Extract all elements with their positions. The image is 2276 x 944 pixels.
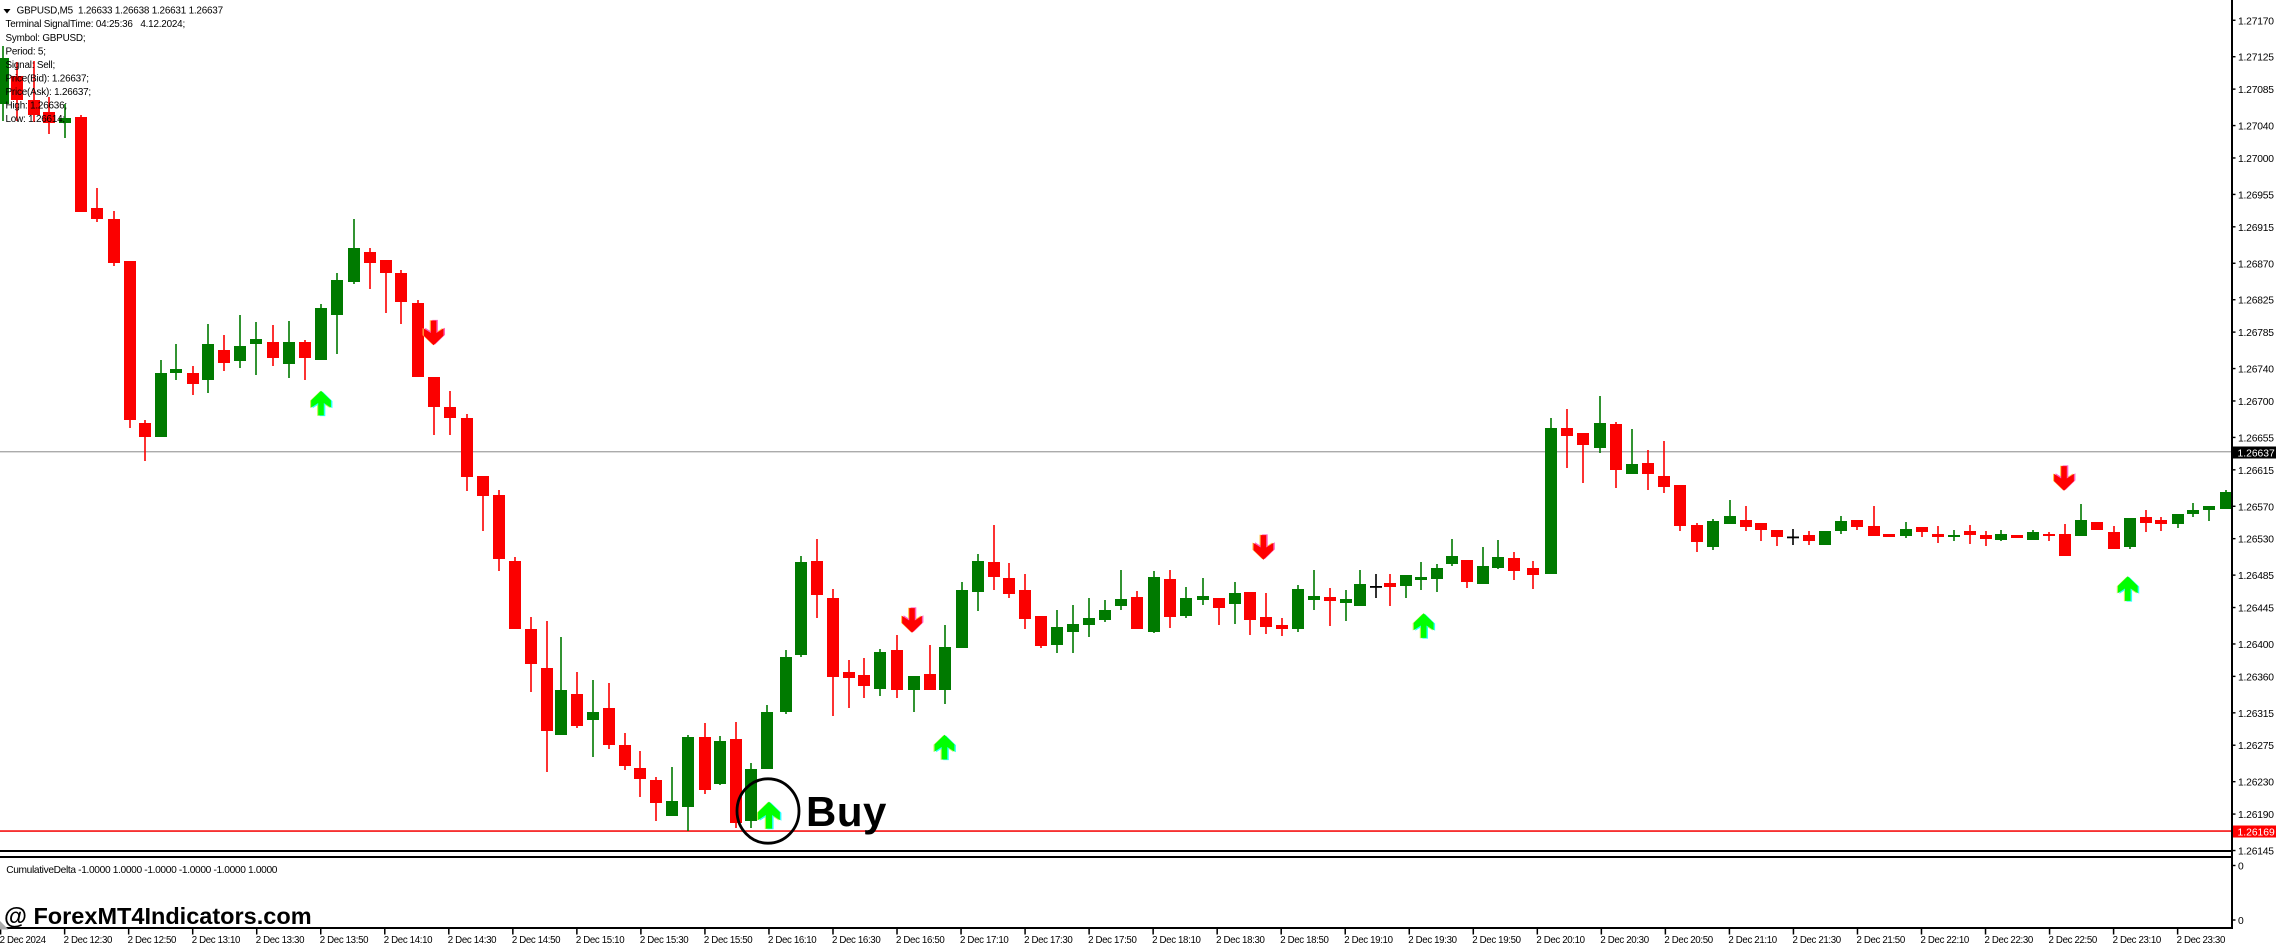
svg-text:Low: 1.26614;: Low: 1.26614; (6, 114, 65, 125)
svg-text:High: 1.26636;: High: 1.26636; (6, 101, 67, 112)
svg-text:2 Dec 20:30: 2 Dec 20:30 (1600, 935, 1649, 944)
svg-text:0: 0 (2238, 862, 2244, 873)
svg-text:2 Dec 15:50: 2 Dec 15:50 (704, 935, 753, 944)
svg-text:1.26655: 1.26655 (2238, 433, 2274, 444)
svg-text:2 Dec 14:30: 2 Dec 14:30 (448, 935, 497, 944)
svg-text:2 Dec 14:50: 2 Dec 14:50 (512, 935, 561, 944)
svg-text:2 Dec 13:10: 2 Dec 13:10 (192, 935, 241, 944)
svg-text:2 Dec 18:50: 2 Dec 18:50 (1280, 935, 1329, 944)
svg-text:2 Dec 18:30: 2 Dec 18:30 (1216, 935, 1265, 944)
svg-text:2 Dec 12:30: 2 Dec 12:30 (64, 935, 113, 944)
svg-text:1.26570: 1.26570 (2238, 502, 2274, 513)
svg-text:1.26700: 1.26700 (2238, 397, 2274, 408)
svg-text:1.26275: 1.26275 (2238, 741, 2274, 752)
svg-text:Period: 5;: Period: 5; (6, 46, 46, 57)
svg-text:1.27085: 1.27085 (2238, 85, 2274, 96)
svg-text:1.27170: 1.27170 (2238, 16, 2274, 27)
svg-text:1.26825: 1.26825 (2238, 296, 2274, 307)
svg-text:2 Dec 18:10: 2 Dec 18:10 (1152, 935, 1201, 944)
svg-text:Price(Bid): 1.26637;: Price(Bid): 1.26637; (6, 73, 89, 84)
svg-text:CumulativeDelta -1.0000 1.0000: CumulativeDelta -1.0000 1.0000 -1.0000 -… (6, 865, 278, 876)
svg-text:2 Dec 15:30: 2 Dec 15:30 (640, 935, 689, 944)
svg-text:1.26485: 1.26485 (2238, 571, 2274, 582)
svg-text:2 Dec 15:10: 2 Dec 15:10 (576, 935, 625, 944)
svg-text:2 Dec 20:10: 2 Dec 20:10 (1536, 935, 1585, 944)
svg-text:Symbol: GBPUSD;: Symbol: GBPUSD; (6, 33, 86, 44)
svg-text:2 Dec 17:50: 2 Dec 17:50 (1088, 935, 1137, 944)
svg-text:2 Dec 22:30: 2 Dec 22:30 (1985, 935, 2034, 944)
svg-text:2 Dec 21:50: 2 Dec 21:50 (1856, 935, 1905, 944)
svg-text:2 Dec 20:50: 2 Dec 20:50 (1664, 935, 1713, 944)
svg-text:Price(Ask): 1.26637;: Price(Ask): 1.26637; (6, 87, 91, 98)
svg-text:2 Dec 13:50: 2 Dec 13:50 (320, 935, 369, 944)
svg-text:1.26637: 1.26637 (2238, 448, 2275, 459)
svg-text:1.26615: 1.26615 (2238, 466, 2274, 477)
svg-text:1.26445: 1.26445 (2238, 604, 2274, 615)
svg-text:2 Dec 16:30: 2 Dec 16:30 (832, 935, 881, 944)
svg-text:1.26230: 1.26230 (2238, 778, 2274, 789)
svg-text:1.27040: 1.27040 (2238, 122, 2274, 133)
svg-text:1.26169: 1.26169 (2238, 827, 2275, 838)
svg-text:0: 0 (2238, 916, 2244, 927)
svg-text:1.26530: 1.26530 (2238, 535, 2274, 546)
svg-text:1.26190: 1.26190 (2238, 810, 2274, 821)
svg-text:1.26400: 1.26400 (2238, 640, 2274, 651)
svg-text:2 Dec 17:10: 2 Dec 17:10 (960, 935, 1009, 944)
svg-text:2 Dec 21:30: 2 Dec 21:30 (1792, 935, 1841, 944)
svg-text:2 Dec 16:10: 2 Dec 16:10 (768, 935, 817, 944)
svg-text:Buy: Buy (806, 788, 887, 835)
svg-text:2 Dec 19:10: 2 Dec 19:10 (1344, 935, 1393, 944)
svg-text:1.27125: 1.27125 (2238, 53, 2274, 64)
svg-text:2 Dec 23:10: 2 Dec 23:10 (2113, 935, 2162, 944)
svg-text:1.26870: 1.26870 (2238, 259, 2274, 270)
svg-text:2 Dec 12:50: 2 Dec 12:50 (128, 935, 177, 944)
svg-text:2 Dec 17:30: 2 Dec 17:30 (1024, 935, 1073, 944)
svg-text:2 Dec 21:10: 2 Dec 21:10 (1728, 935, 1777, 944)
svg-text:1.26955: 1.26955 (2238, 190, 2274, 201)
svg-text:2 Dec 22:10: 2 Dec 22:10 (1921, 935, 1970, 944)
svg-text:1.26785: 1.26785 (2238, 328, 2274, 339)
svg-text:Signal: Sell;: Signal: Sell; (6, 60, 56, 71)
svg-text:2 Dec 14:10: 2 Dec 14:10 (384, 935, 433, 944)
svg-text:2 Dec 19:50: 2 Dec 19:50 (1472, 935, 1521, 944)
svg-text:2 Dec 16:50: 2 Dec 16:50 (896, 935, 945, 944)
svg-text:2 Dec 22:50: 2 Dec 22:50 (2049, 935, 2098, 944)
svg-text:2 Dec 13:30: 2 Dec 13:30 (256, 935, 305, 944)
svg-text:GBPUSD,M5 1.26633 1.26638 1.2: GBPUSD,M5 1.26633 1.26638 1.26631 1.2663… (17, 6, 223, 17)
svg-text:2 Dec 19:30: 2 Dec 19:30 (1408, 935, 1457, 944)
svg-text:1.26740: 1.26740 (2238, 365, 2274, 376)
svg-text:Terminal SignalTime: 04:25:36: Terminal SignalTime: 04:25:36 4.12.2024; (6, 19, 186, 30)
svg-text:1.26360: 1.26360 (2238, 672, 2274, 683)
svg-text:2 Dec 23:30: 2 Dec 23:30 (2177, 935, 2226, 944)
svg-text:1.27000: 1.27000 (2238, 154, 2274, 165)
svg-text:1.26915: 1.26915 (2238, 223, 2274, 234)
svg-text:1.26315: 1.26315 (2238, 709, 2274, 720)
svg-text:@ ForexMT4Indicators.com: @ ForexMT4Indicators.com (4, 903, 312, 929)
svg-text:1.26145: 1.26145 (2238, 847, 2274, 858)
svg-text:2 Dec 2024: 2 Dec 2024 (0, 935, 47, 944)
